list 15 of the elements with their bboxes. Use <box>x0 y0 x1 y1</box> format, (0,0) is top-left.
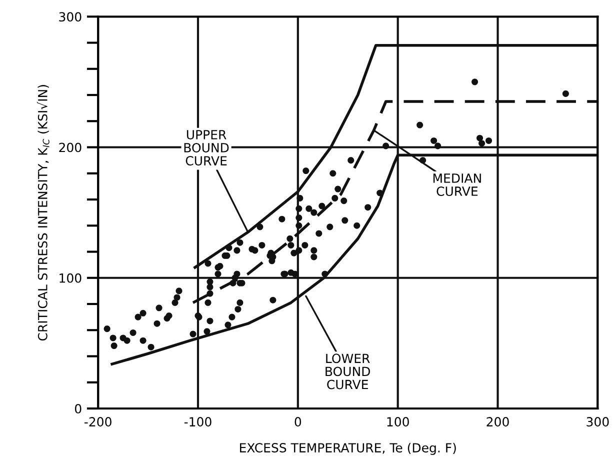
annotation: MEDIAN CURVE <box>433 174 481 196</box>
annotation: LOWER BOUND CURVE <box>326 354 370 390</box>
y-tick-label: 100 <box>60 273 82 283</box>
x-tick-label: 0 <box>294 417 302 427</box>
y-tick-label: 300 <box>59 12 82 22</box>
x-tick-label: 300 <box>586 417 609 427</box>
x-tick-label: -200 <box>84 417 112 427</box>
x-tick-label: -100 <box>184 417 212 427</box>
x-tick-label: 200 <box>486 417 509 427</box>
annotation: UPPER BOUND CURVE <box>184 130 229 166</box>
x-axis-title: EXCESS TEMPERATURE, Te (Deg. F) <box>240 442 456 455</box>
y-tick-label: 0 <box>74 404 82 414</box>
y-tick-label: 200 <box>59 142 82 152</box>
y-axis-title: CRITICAL STRESS INTENSITY, K$_{IC}$ (KSI√IN) <box>37 85 50 341</box>
x-tick-label: 100 <box>387 417 409 427</box>
